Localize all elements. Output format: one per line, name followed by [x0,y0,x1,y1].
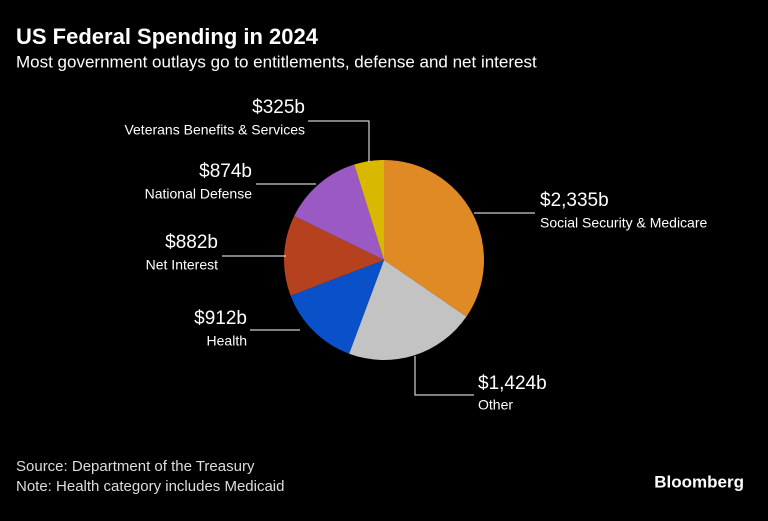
category-label: Social Security & Medicare [540,215,708,231]
pie-slice [294,164,384,260]
leader-line [414,356,474,396]
pie-slice [284,216,384,296]
source: Source: Department of the Treasury [16,458,255,475]
chart-title: US Federal Spending in 2024 [16,24,319,49]
brand: Bloomberg [654,472,744,491]
category-label: National Defense [145,186,253,202]
value-label: $874b [199,161,252,182]
value-label: $882b [165,232,218,253]
pie-slice [290,260,384,354]
note: Note: Health category includes Medicaid [16,478,284,495]
chart-subtitle: Most government outlays go to entitlemen… [16,52,537,71]
category-label: Net Interest [146,257,218,273]
category-label: Veterans Benefits & Services [124,122,305,138]
value-label: $325b [252,97,305,118]
category-label: Health [207,333,247,349]
leader-line [308,120,370,162]
value-label: $912b [194,308,247,329]
pie-slice [354,160,384,260]
category-label: Other [478,397,513,413]
pie-slice [349,260,467,360]
pie-slice [384,160,484,317]
value-label: $2,335b [540,190,609,211]
value-label: $1,424b [478,373,547,394]
